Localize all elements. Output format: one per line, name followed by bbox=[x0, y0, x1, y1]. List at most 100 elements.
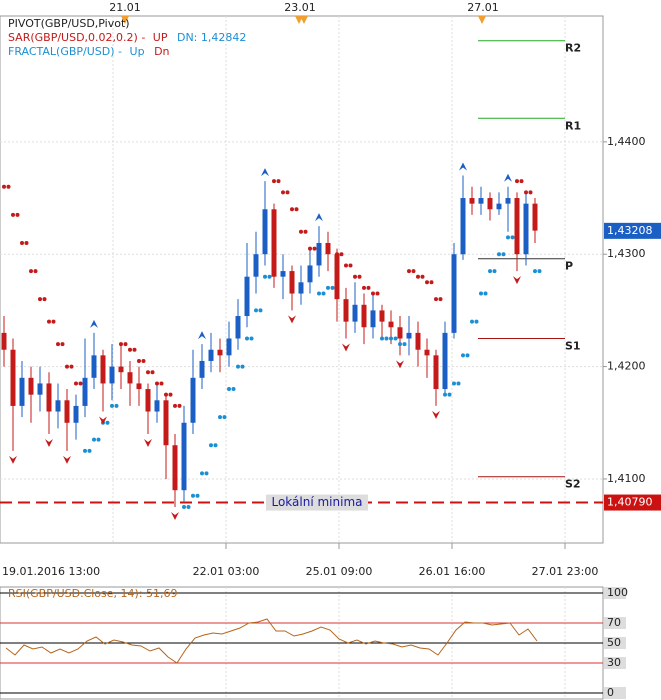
candle-body bbox=[442, 332, 448, 390]
legend-fractal: FRACTAL(GBP/USD) - Up Dn bbox=[8, 45, 170, 58]
legend-sar-name: SAR(GBP/USD,0.02,0.2) - bbox=[8, 31, 145, 44]
sar-dot bbox=[501, 252, 506, 257]
sar-dot bbox=[150, 370, 155, 375]
fractal-up bbox=[504, 173, 512, 182]
sar-dot bbox=[146, 370, 150, 375]
rsi-tick-label: 30 bbox=[607, 656, 621, 669]
candle-body bbox=[289, 271, 295, 294]
candle-body bbox=[352, 304, 358, 322]
candle-body bbox=[127, 372, 133, 384]
candle-body bbox=[10, 349, 16, 406]
sar-dot bbox=[128, 347, 132, 352]
candle-body bbox=[316, 242, 322, 266]
sar-dot bbox=[119, 342, 123, 347]
sar-dot bbox=[438, 297, 443, 302]
fractal-up bbox=[459, 162, 467, 171]
pivot-label: R1 bbox=[565, 119, 581, 132]
date-marker bbox=[295, 16, 308, 24]
candle-body bbox=[235, 316, 241, 339]
sar-dot bbox=[443, 392, 447, 397]
rsi-tick-label: 0 bbox=[607, 686, 614, 699]
sar-dot bbox=[272, 179, 276, 184]
sar-dot bbox=[492, 269, 497, 274]
legend-sar: SAR(GBP/USD,0.02,0.2) - UP DN: 1,42842 bbox=[8, 31, 246, 44]
candle-body bbox=[262, 209, 268, 255]
candle-body bbox=[1, 332, 7, 350]
sar-dot bbox=[42, 297, 47, 302]
candle-body bbox=[82, 377, 88, 406]
sar-dot bbox=[393, 336, 398, 341]
candle-body bbox=[217, 349, 223, 356]
candle-body bbox=[280, 271, 286, 277]
sar-dot bbox=[290, 207, 294, 212]
sar-dot bbox=[479, 291, 483, 296]
pivot-label: S2 bbox=[565, 478, 581, 491]
support-value-box bbox=[604, 494, 661, 511]
sar-dot bbox=[528, 190, 533, 195]
candle-body bbox=[46, 383, 52, 412]
legend: PIVOT(GBP/USD,Pivot) SAR(GBP/USD,0.02,0.… bbox=[8, 17, 246, 58]
candle-body bbox=[334, 254, 340, 300]
rsi-tick-label: 100 bbox=[607, 586, 628, 599]
sar-dot bbox=[92, 437, 96, 442]
candle-body bbox=[487, 198, 493, 210]
sar-dot bbox=[339, 252, 344, 257]
sar-dot bbox=[74, 381, 78, 386]
sar-dot bbox=[186, 505, 191, 510]
sar-dot bbox=[105, 420, 110, 425]
candle-body bbox=[451, 254, 457, 333]
support-label-box bbox=[266, 494, 368, 511]
sar-dot bbox=[38, 297, 42, 302]
sar-dot bbox=[299, 229, 303, 234]
sar-dot bbox=[375, 291, 380, 296]
candle-body bbox=[307, 265, 313, 283]
sar-dot bbox=[159, 381, 164, 386]
sar-dot bbox=[231, 387, 236, 392]
sar-dot bbox=[429, 280, 434, 285]
sar-dot bbox=[371, 291, 375, 296]
sar-dot bbox=[87, 448, 92, 453]
sar-dot bbox=[357, 274, 362, 279]
sar-dot bbox=[348, 263, 353, 268]
rsi-tick-box bbox=[604, 637, 626, 649]
x-tick-label: 26.01 16:00 bbox=[419, 565, 486, 578]
rsi-tick-box bbox=[604, 687, 626, 699]
fractal-up bbox=[261, 168, 269, 177]
sar-dot bbox=[384, 336, 389, 341]
sar-dot bbox=[263, 274, 267, 279]
sar-dot bbox=[326, 285, 330, 290]
pivot-label: S1 bbox=[565, 339, 581, 352]
sar-dot bbox=[407, 269, 411, 274]
candle-body bbox=[433, 355, 439, 390]
sar-dot bbox=[497, 252, 501, 257]
sar-dot bbox=[389, 336, 393, 341]
sar-dot bbox=[434, 297, 438, 302]
sar-dot bbox=[380, 336, 384, 341]
fractal-down bbox=[99, 416, 107, 425]
last-price-label: 1,43208 bbox=[607, 224, 653, 237]
rsi-tick-box bbox=[604, 657, 626, 669]
sar-dot bbox=[537, 269, 542, 274]
legend-sar-up: UP bbox=[153, 31, 168, 44]
sar-dot bbox=[51, 319, 56, 324]
sar-dot bbox=[411, 269, 416, 274]
sar-dot bbox=[344, 263, 348, 268]
fractal-down bbox=[396, 360, 404, 369]
sar-dot bbox=[218, 415, 222, 420]
legend-fractal-name: FRACTAL(GBP/USD) - bbox=[8, 45, 122, 58]
candle-body bbox=[244, 276, 250, 317]
rsi-line bbox=[5, 618, 538, 664]
sar-dot bbox=[227, 387, 231, 392]
sar-dot bbox=[515, 179, 519, 184]
candle-body bbox=[460, 198, 466, 255]
sar-dot bbox=[456, 381, 461, 386]
top-date-markers: 21.01 23.01 27.01 bbox=[109, 1, 499, 24]
sar-dot bbox=[155, 381, 159, 386]
sar-dot bbox=[20, 240, 24, 245]
sar-dot bbox=[2, 184, 6, 189]
sar-dot bbox=[488, 269, 492, 274]
sar-dot bbox=[204, 471, 209, 476]
last-price-box bbox=[604, 222, 661, 239]
sar-dot bbox=[65, 364, 69, 369]
